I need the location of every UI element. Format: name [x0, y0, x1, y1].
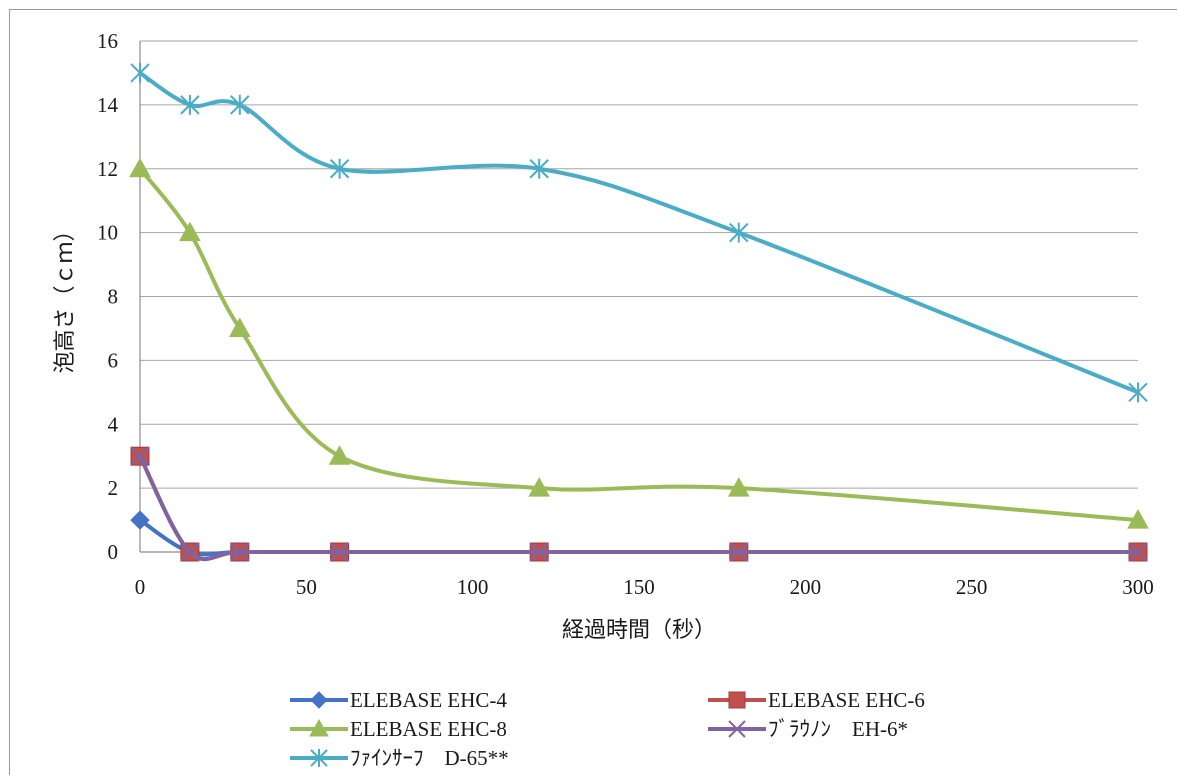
- data-point: [329, 542, 350, 562]
- data-point: [1128, 382, 1148, 403]
- legend: ELEBASE EHC-4 ELEBASE EHC-6 ELEBASE EHC-8 ﾌ…: [290, 688, 925, 770]
- series-points: [130, 62, 1148, 403]
- y-axis-title: 泡高さ（ｃｍ）: [53, 219, 78, 373]
- data-point: [528, 477, 551, 497]
- series-line: [138, 166, 1140, 523]
- legend-label: ELEBASE EHC-8: [350, 717, 507, 741]
- y-tick-label: 12: [97, 157, 118, 181]
- y-tick-label: 14: [97, 93, 119, 117]
- legend-item: ELEBASE EHC-4: [290, 688, 507, 712]
- data-point: [228, 317, 251, 337]
- x-tick-label: 50: [296, 575, 317, 599]
- data-point: [230, 94, 250, 115]
- series-points: [130, 446, 1148, 562]
- data-point: [1127, 509, 1149, 529]
- chart-frame: [9, 9, 1177, 775]
- series-lines: [129, 62, 1149, 562]
- data-point: [727, 477, 750, 497]
- series-points: [129, 157, 1149, 529]
- data-point: [230, 542, 250, 562]
- data-point: [729, 542, 749, 562]
- y-tick-label: 2: [108, 476, 119, 500]
- legend-item: ﾌﾞﾗｳﾉﾝ EH-6*: [708, 717, 908, 741]
- x-tick-label: 300: [1122, 575, 1154, 599]
- data-point: [329, 158, 350, 179]
- y-tick-label: 16: [97, 29, 118, 53]
- legend-item: ELEBASE EHC-8: [290, 717, 507, 741]
- data-point: [310, 749, 328, 767]
- data-point: [180, 542, 200, 562]
- data-point: [529, 158, 549, 179]
- series-line: [138, 70, 1140, 395]
- series-points: [130, 446, 1148, 562]
- data-point: [130, 62, 150, 83]
- series-line: [138, 518, 1140, 557]
- x-tick-labels: 0 50 100 150 200 250 300: [135, 575, 1154, 599]
- data-point: [729, 222, 749, 243]
- data-point: [309, 718, 329, 737]
- x-tick-label: 150: [623, 575, 655, 599]
- legend-item: ELEBASE EHC-6: [708, 688, 925, 712]
- series-line: [138, 454, 1140, 562]
- x-tick-label: 0: [135, 575, 146, 599]
- data-point: [130, 510, 150, 530]
- data-point: [179, 221, 201, 242]
- x-tick-label: 200: [790, 575, 822, 599]
- data-point: [180, 94, 200, 115]
- legend-label: ELEBASE EHC-4: [350, 688, 507, 712]
- y-tick-label: 10: [97, 221, 118, 245]
- data-point: [129, 157, 151, 178]
- legend-item: ﾌｧｲﾝｻｰﾌ D-65**: [290, 746, 509, 770]
- series-2: [129, 157, 1149, 529]
- legend-label: ELEBASE EHC-6: [768, 688, 925, 712]
- x-axis-title: 経過時間（秒）: [562, 618, 716, 643]
- series-3: [130, 446, 1148, 562]
- data-point: [130, 446, 150, 466]
- data-point: [328, 445, 351, 465]
- series-1: [130, 446, 1148, 562]
- x-tick-label: 250: [956, 575, 988, 599]
- y-tick-label: 8: [108, 285, 119, 309]
- data-point: [728, 720, 746, 738]
- data-point: [529, 542, 549, 562]
- data-point: [1128, 542, 1148, 562]
- y-tick-label: 4: [108, 412, 119, 436]
- series-4: [130, 62, 1148, 403]
- y-tick-labels: 0 2 4 6 8 10 12 14 16: [97, 29, 119, 564]
- data-point: [728, 691, 746, 709]
- legend-label: ﾌｧｲﾝｻｰﾌ D-65**: [350, 746, 509, 770]
- x-tick-label: 100: [457, 575, 489, 599]
- y-tick-label: 0: [108, 540, 119, 564]
- gridlines: [140, 40, 1138, 489]
- legend-label: ﾌﾞﾗｳﾉﾝ EH-6*: [768, 717, 908, 741]
- y-tick-label: 6: [108, 348, 119, 372]
- data-point: [310, 691, 328, 709]
